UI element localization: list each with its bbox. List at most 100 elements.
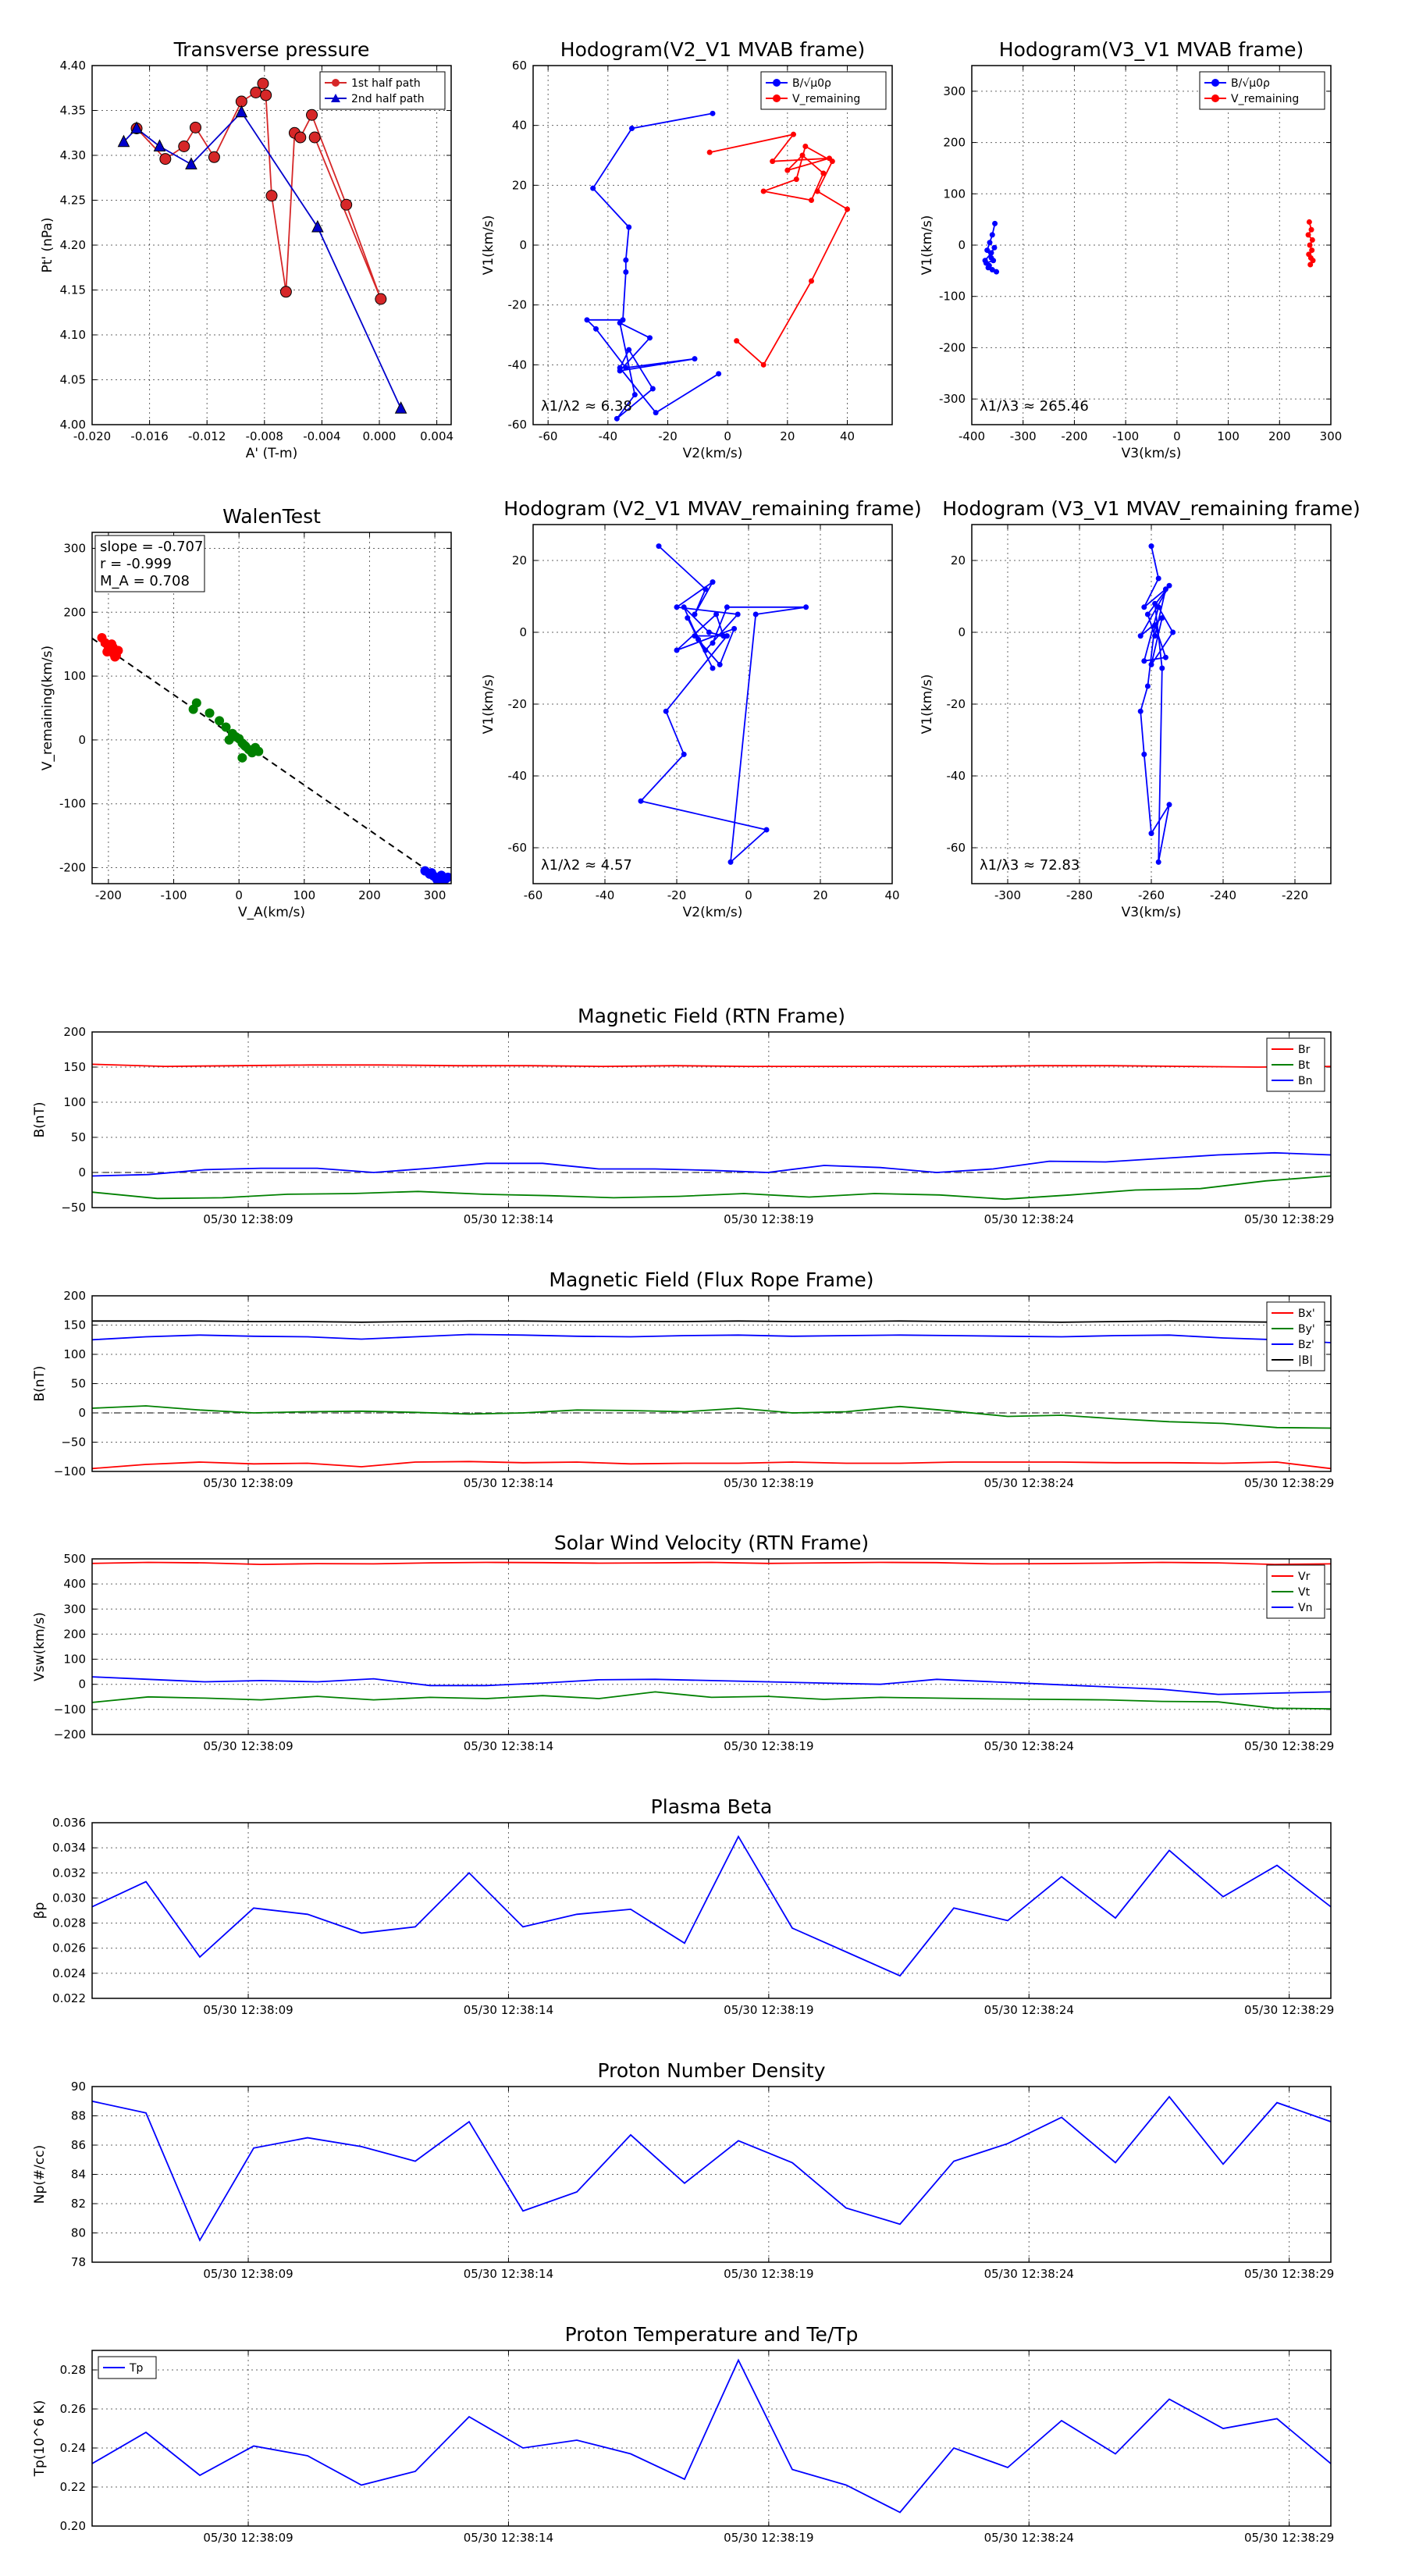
- data-point: [992, 220, 998, 226]
- legend-label: Br: [1298, 1044, 1311, 1056]
- x-tick-label: 05/30 12:38:09: [203, 1212, 293, 1226]
- data-point: [178, 141, 190, 152]
- chart-title: Hodogram(V2_V1 MVAB frame): [560, 38, 865, 61]
- data-point: [685, 615, 691, 621]
- data-point: [752, 611, 759, 617]
- data-point: [584, 317, 590, 323]
- y-tick-label: -20: [508, 697, 528, 711]
- y-tick-label: -20: [508, 298, 528, 312]
- y-tick-label: 86: [71, 2138, 86, 2152]
- y-axis-label: V1(km/s): [919, 215, 935, 276]
- y-tick-label: 0.036: [52, 1816, 86, 1830]
- series-line-0: [585, 112, 720, 419]
- plot-frame: [91, 1822, 1332, 1999]
- chart-hodogram-v3v1-mvab: -400 -300 -200 -100 0 100 200 300 -300 -200 -100 0 1…: [919, 38, 1342, 461]
- data-point: [593, 326, 599, 332]
- series-line-0: [92, 1063, 1331, 1068]
- data-point: [260, 89, 272, 101]
- data-point: [311, 219, 324, 233]
- data-point: [989, 232, 995, 238]
- data-point: [617, 320, 623, 326]
- eigenvalue-ratio-label: λ1/λ3 ≈ 72.83: [980, 857, 1080, 873]
- y-tick-label: -40: [947, 769, 966, 783]
- x-tick-label: -60: [524, 888, 543, 902]
- series-line-0: [92, 2095, 1331, 2242]
- x-tick-label: 05/30 12:38:19: [724, 1739, 813, 1753]
- data-point: [734, 338, 740, 344]
- x-tick-label: 05/30 12:38:24: [984, 1212, 1074, 1226]
- data-point: [994, 269, 1000, 275]
- data-point: [713, 611, 720, 617]
- x-tick-label: 05/30 12:38:14: [464, 1476, 553, 1490]
- series-line-1: [710, 133, 848, 366]
- chart-title: Plasma Beta: [651, 1795, 773, 1818]
- y-tick-label: -60: [508, 418, 528, 432]
- data-point: [614, 415, 620, 422]
- data-point: [1144, 611, 1151, 617]
- y-tick-label: 0.032: [52, 1866, 86, 1880]
- y-tick-label: 4.35: [60, 104, 86, 118]
- legend-label: 1st half path: [351, 77, 421, 90]
- plot-frame: [91, 2086, 1332, 2263]
- legend-box: [1199, 71, 1325, 110]
- data-point: [770, 158, 776, 165]
- x-tick-label: -400: [959, 429, 985, 443]
- chart-title: Transverse pressure: [173, 38, 370, 61]
- x-tick-label: -300: [1010, 429, 1037, 443]
- x-tick-label: -20: [667, 888, 687, 902]
- data-point: [205, 708, 215, 718]
- data-point: [1307, 242, 1313, 248]
- legend-marker: [332, 79, 340, 87]
- x-tick-label: -220: [1282, 888, 1308, 902]
- chart-title: Magnetic Field (Flux Rope Frame): [549, 1268, 873, 1291]
- data-point: [692, 611, 698, 617]
- series-line-0: [136, 82, 382, 300]
- data-point: [647, 335, 653, 341]
- x-tick-label: 0.000: [363, 429, 397, 443]
- y-axis-label: V1(km/s): [481, 215, 496, 276]
- x-tick-label: 0: [745, 888, 752, 902]
- plot-area: [92, 1561, 1331, 1710]
- series-line-0: [639, 545, 806, 864]
- x-tick-label: 0.004: [420, 429, 454, 443]
- y-tick-label: 200: [63, 1025, 86, 1039]
- legend-label: Bz': [1298, 1339, 1314, 1351]
- x-axis-label: A' (T-m): [246, 446, 298, 461]
- x-tick-label: -240: [1210, 888, 1236, 902]
- legend-label: Bn: [1298, 1075, 1312, 1087]
- data-point: [235, 105, 248, 118]
- data-point: [189, 121, 201, 133]
- y-tick-label: 20: [951, 553, 966, 568]
- y-tick-label: 20: [512, 553, 527, 568]
- data-point: [294, 131, 307, 144]
- y-tick-label: 0.022: [52, 1991, 86, 2005]
- data-point: [663, 708, 669, 714]
- data-point: [784, 167, 791, 173]
- series-line-1: [92, 1405, 1331, 1429]
- data-point: [215, 716, 225, 726]
- x-tick-label: 100: [293, 888, 315, 902]
- plot-frame: [91, 1558, 1332, 1735]
- data-point: [375, 293, 387, 305]
- x-tick-label: 05/30 12:38:19: [724, 1476, 813, 1490]
- y-tick-label: −100: [54, 1464, 86, 1478]
- eigenvalue-ratio-label: λ1/λ2 ≈ 4.57: [541, 857, 632, 873]
- chart-hodogram-v2v1-mvav: -60 -40 -20 0 20 40 -60 -40 -20 0 20 Hodogram (V2_V…: [481, 497, 922, 920]
- y-tick-label: −50: [61, 1201, 86, 1215]
- legend-box: [319, 71, 446, 110]
- data-point: [629, 126, 635, 131]
- y-tick-label: 0: [958, 625, 966, 639]
- data-point: [340, 198, 353, 211]
- x-tick-label: -0.008: [246, 429, 283, 443]
- x-tick-label: 05/30 12:38:09: [203, 2003, 293, 2017]
- data-point: [1307, 262, 1314, 268]
- x-tick-label: 05/30 12:38:24: [984, 1476, 1074, 1490]
- data-point: [1162, 654, 1168, 660]
- y-tick-label: 100: [63, 1095, 86, 1109]
- data-point: [436, 870, 446, 881]
- eigenvalue-ratio-label: λ1/λ2 ≈ 6.38: [541, 398, 632, 415]
- y-tick-label: -100: [939, 290, 966, 304]
- data-point: [433, 879, 443, 884]
- y-tick-label: -100: [59, 797, 86, 811]
